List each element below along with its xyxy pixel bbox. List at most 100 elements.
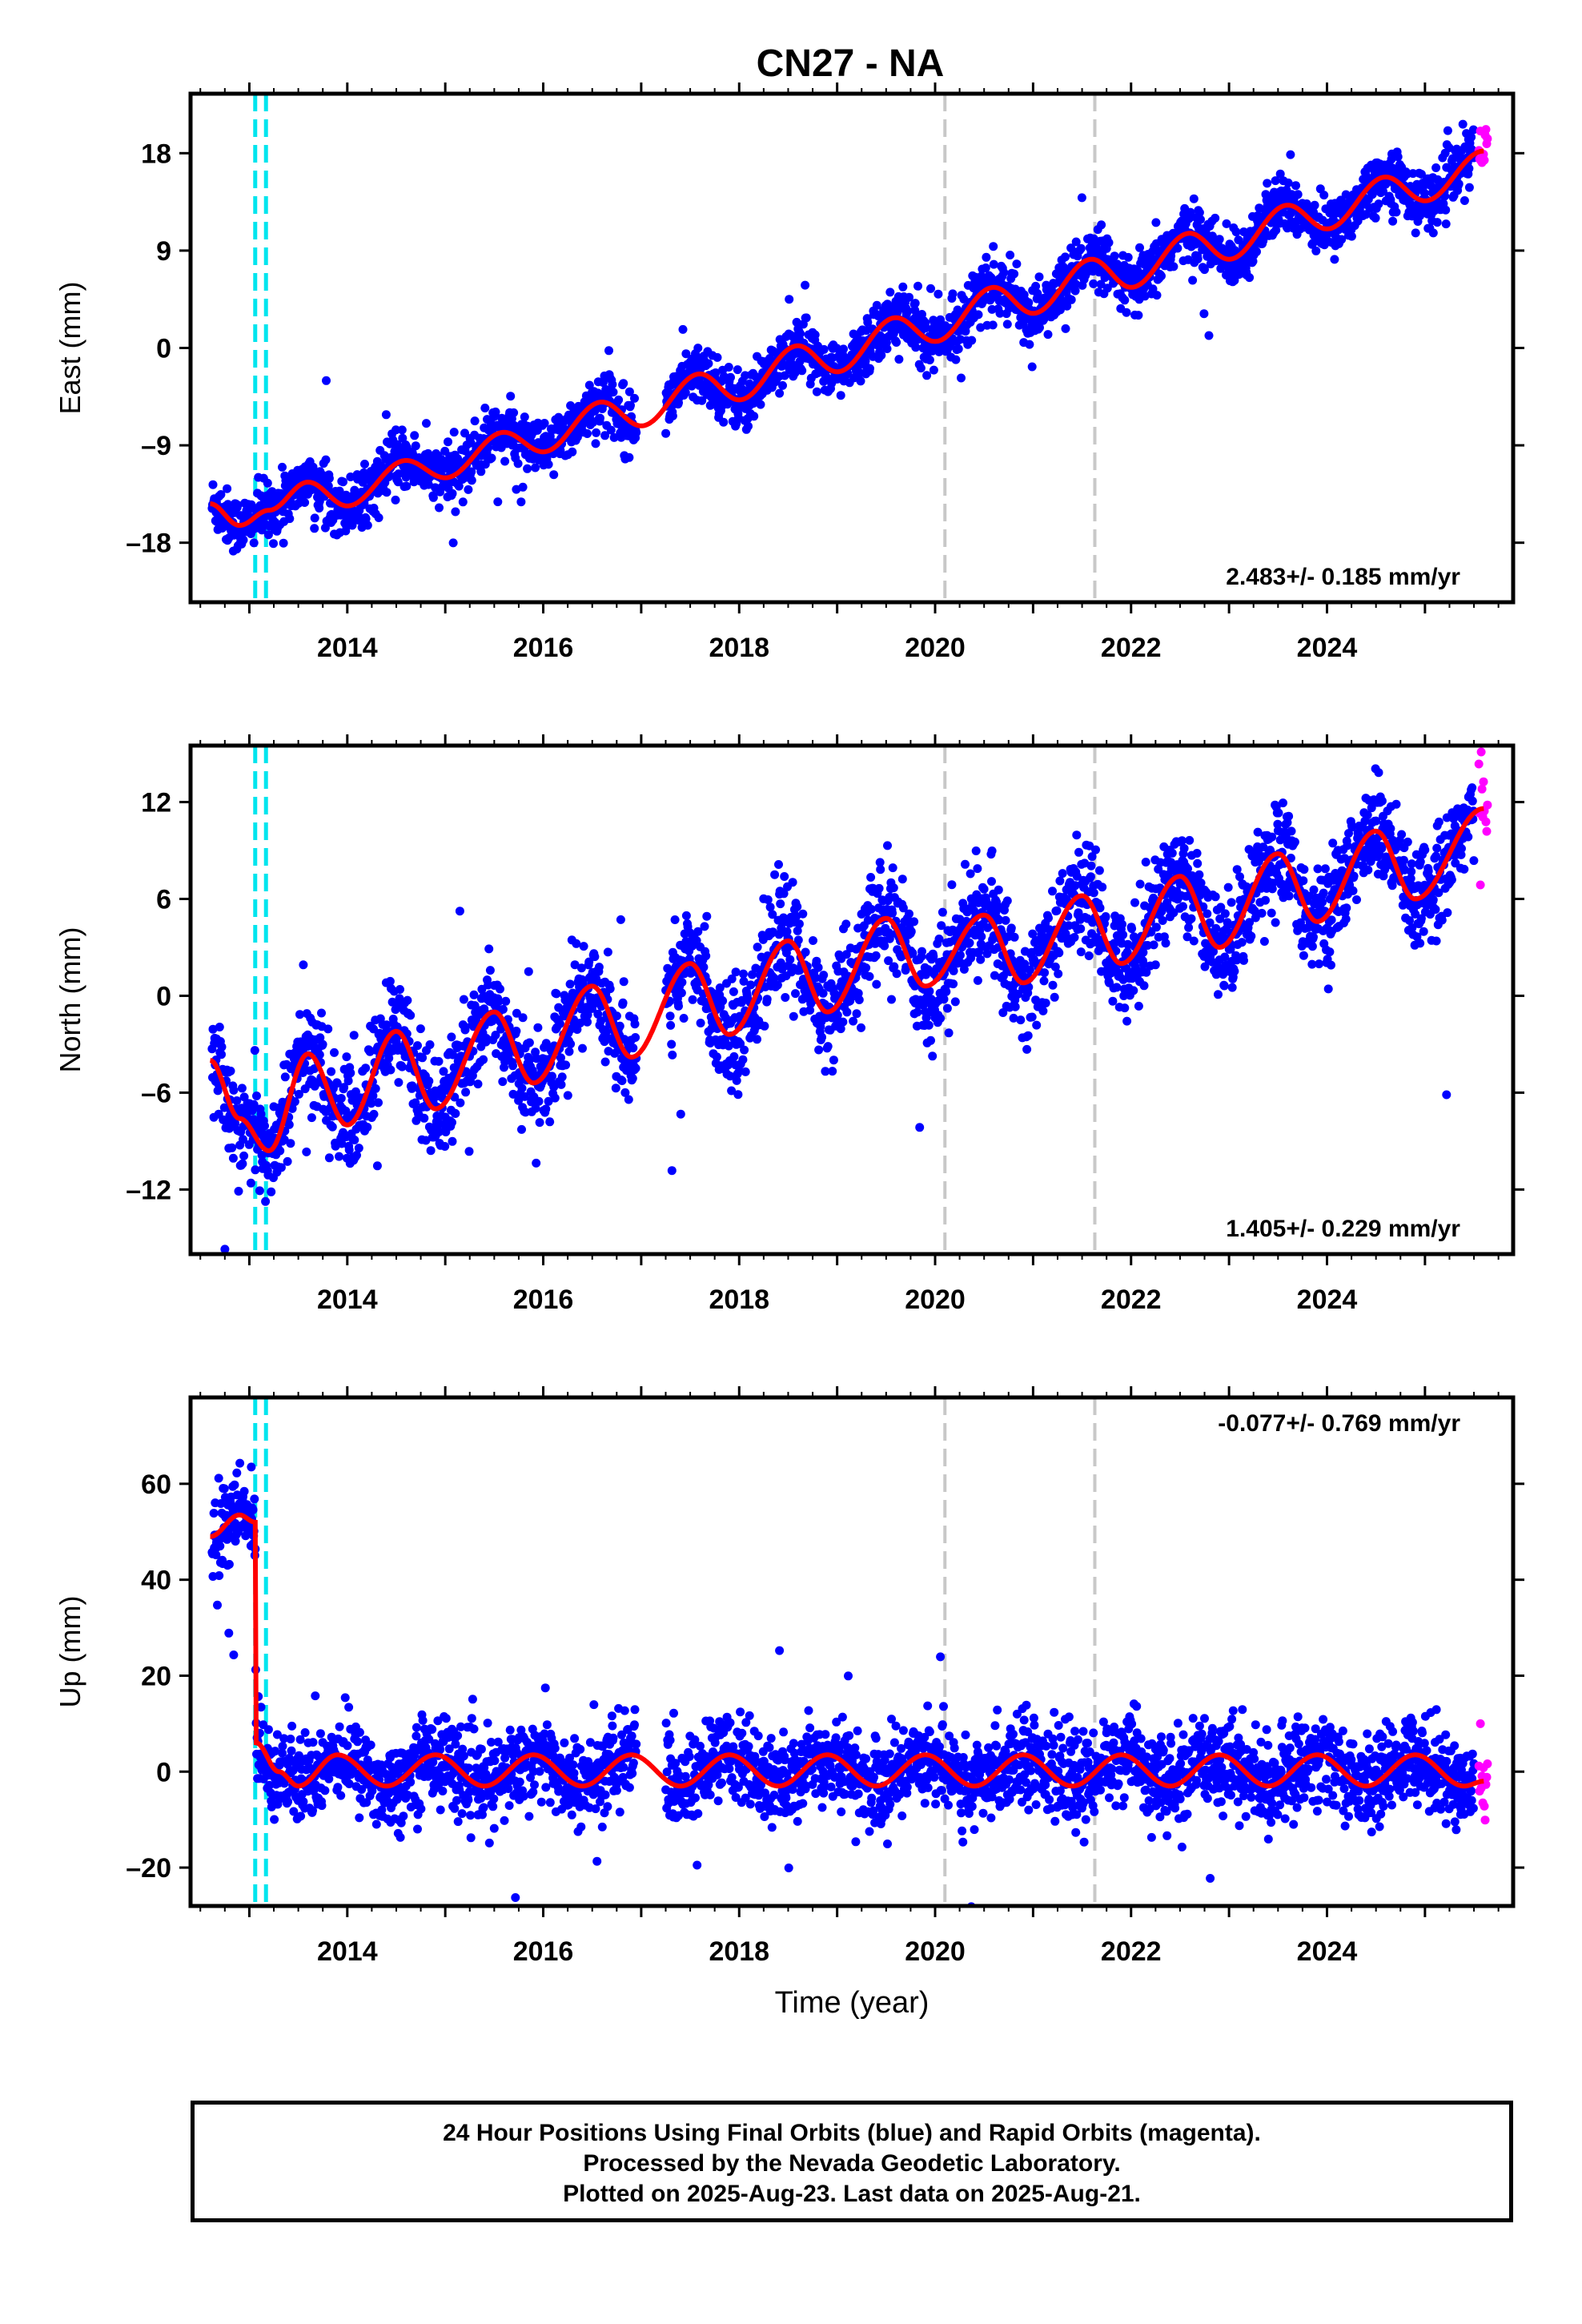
data-point: [564, 1047, 574, 1056]
data-point: [1054, 969, 1063, 979]
data-point: [911, 343, 921, 352]
data-point: [1200, 265, 1209, 275]
data-point: [360, 460, 369, 468]
data-point: [508, 1061, 517, 1071]
data-point: [512, 1027, 521, 1035]
data-point: [1123, 252, 1133, 262]
data-point: [461, 1088, 471, 1097]
data-point: [1086, 861, 1096, 870]
data-point: [1070, 881, 1080, 891]
data-point: [885, 287, 895, 297]
data-point: [1148, 284, 1158, 294]
east-model-fit-line: [210, 148, 1484, 529]
data-point: [785, 295, 794, 304]
data-point: [335, 1152, 343, 1161]
data-point: [718, 996, 728, 1006]
data-point: [591, 439, 600, 448]
data-point: [1122, 1016, 1132, 1026]
data-point: [498, 1004, 508, 1014]
data-point: [1034, 272, 1044, 282]
data-point: [470, 416, 480, 426]
data-point: [339, 477, 347, 487]
data-point: [524, 1038, 534, 1047]
data-point: [979, 884, 989, 894]
data-point: [813, 963, 823, 972]
data-point: [408, 1081, 417, 1091]
data-point: [839, 344, 848, 354]
data-point: [1441, 219, 1451, 229]
data-point: [611, 1084, 620, 1093]
rapid-point: [1481, 125, 1491, 135]
data-point: [1089, 888, 1098, 898]
data-point: [719, 417, 729, 427]
data-point: [1050, 992, 1059, 1002]
data-point: [796, 329, 805, 338]
data-point: [544, 1096, 553, 1106]
data-point: [1070, 286, 1080, 296]
data-point: [1374, 199, 1383, 209]
data-point: [229, 1085, 239, 1095]
data-point: [466, 438, 476, 448]
data-point: [513, 459, 523, 468]
data-point: [1002, 896, 1012, 906]
data-point: [793, 926, 802, 935]
data-point: [987, 877, 996, 887]
data-point: [913, 281, 922, 291]
data-point: [1048, 980, 1058, 990]
data-point: [897, 875, 907, 884]
data-point: [368, 1091, 378, 1100]
north-plot-area: [207, 746, 1492, 1254]
data-point: [498, 1077, 508, 1087]
data-point: [232, 1096, 242, 1105]
data-point: [665, 1011, 675, 1021]
data-point: [906, 927, 916, 936]
data-point: [402, 481, 412, 491]
data-point: [533, 1023, 543, 1032]
data-point: [1041, 999, 1050, 1007]
data-point: [425, 1040, 435, 1049]
data-point: [596, 413, 604, 423]
data-point: [798, 909, 808, 919]
data-point: [391, 495, 400, 505]
data-point: [215, 1023, 224, 1031]
data-point: [898, 903, 908, 913]
data-point: [741, 1067, 750, 1076]
data-point: [854, 995, 864, 1004]
data-point: [872, 979, 881, 989]
data-point: [732, 1076, 741, 1085]
data-point: [926, 1035, 935, 1045]
data-point: [1347, 231, 1356, 241]
data-point: [863, 915, 873, 925]
data-point: [1231, 227, 1241, 237]
data-point: [724, 363, 733, 372]
data-point: [1028, 929, 1038, 939]
x-tick-label: 2018: [709, 633, 769, 663]
data-point: [821, 1067, 830, 1076]
data-point: [1319, 240, 1329, 250]
data-point: [729, 987, 738, 996]
data-point: [810, 330, 820, 340]
data-point: [856, 376, 865, 386]
east-rapid-orbit-points: [1474, 125, 1492, 167]
data-point: [1061, 324, 1070, 333]
data-point: [809, 936, 817, 945]
data-point: [1120, 296, 1130, 305]
data-point: [397, 1062, 407, 1072]
data-point: [938, 907, 947, 917]
data-point: [509, 408, 519, 417]
data-point: [733, 365, 742, 375]
data-point: [882, 344, 892, 353]
data-point: [863, 318, 873, 327]
data-point: [606, 425, 616, 435]
data-point: [674, 1001, 683, 1011]
data-point: [290, 1097, 299, 1107]
data-point: [470, 1001, 480, 1011]
data-point: [384, 1053, 394, 1063]
data-point: [327, 1067, 336, 1076]
data-point: [481, 1034, 491, 1043]
data-point: [323, 1024, 333, 1034]
data-point: [1186, 207, 1195, 217]
data-point: [934, 289, 943, 299]
data-point: [913, 1007, 922, 1017]
